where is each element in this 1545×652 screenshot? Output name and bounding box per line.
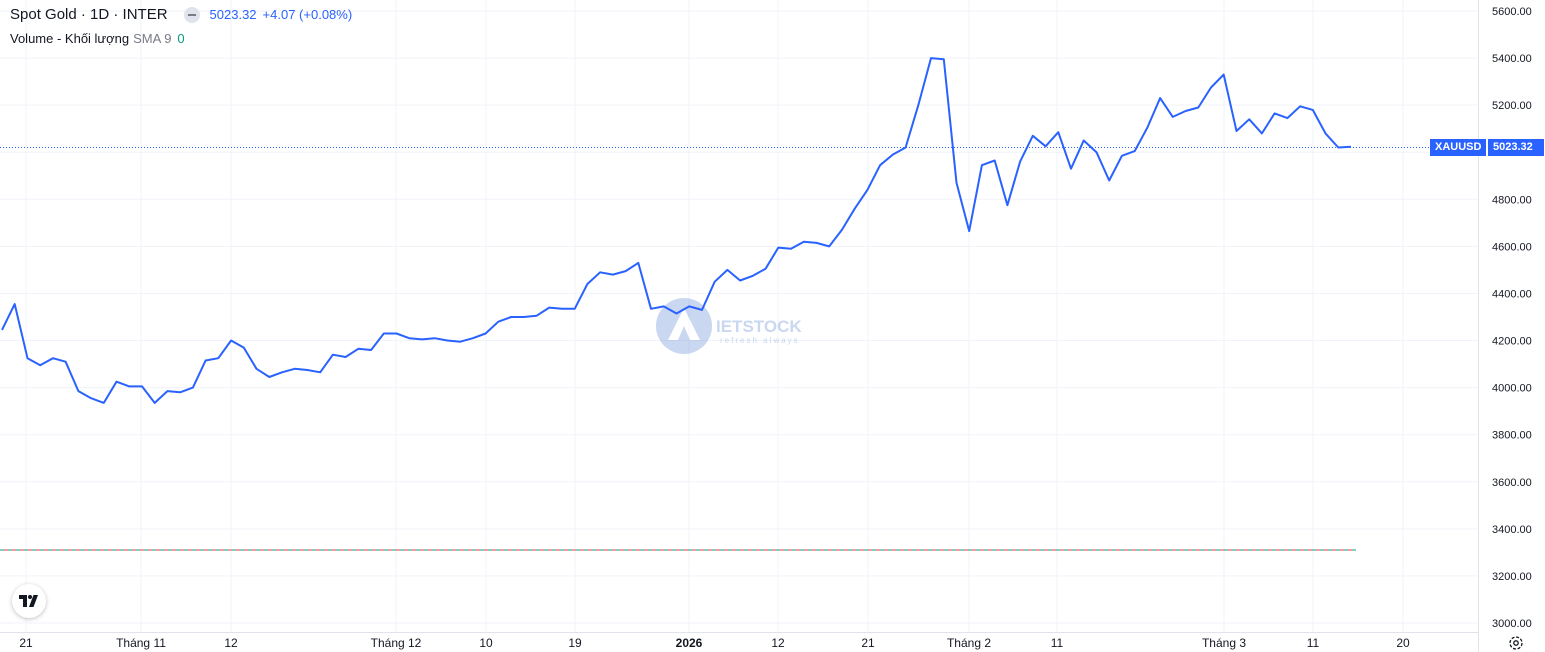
last-price: 5023.32 (209, 7, 257, 22)
y-tick-label: 5200.00 (1492, 100, 1532, 112)
y-tick-label: 3400.00 (1492, 524, 1532, 536)
y-tick-label: 3000.00 (1492, 618, 1532, 630)
price-change: +4.07 (+0.08%) (262, 7, 353, 22)
watermark-arrow-icon (668, 308, 700, 340)
y-tick-label: 3600.00 (1492, 477, 1532, 489)
volume-legend[interactable]: Volume - Khối lượng SMA 9 0 (10, 31, 185, 46)
watermark-tagline: refresh always (720, 336, 800, 345)
y-tick-label: 4200.00 (1492, 336, 1532, 348)
gear-icon[interactable] (1508, 635, 1524, 651)
tradingview-logo-icon[interactable] (12, 584, 46, 618)
y-tick-label: 3200.00 (1492, 571, 1532, 583)
price-tag-value: 5023.32 (1488, 139, 1544, 156)
x-tick-label: 12 (771, 636, 785, 650)
x-tick-label: 10 (479, 636, 493, 650)
y-tick-label: 4000.00 (1492, 383, 1532, 395)
x-tick-label: 19 (568, 636, 582, 650)
y-tick-label: 4600.00 (1492, 241, 1532, 253)
volume-name: Volume - Khối lượng (10, 31, 130, 46)
collapse-icon[interactable] (183, 6, 200, 23)
y-tick-label: 3800.00 (1492, 430, 1532, 442)
y-tick-label: 4800.00 (1492, 194, 1532, 206)
y-tick-label: 4400.00 (1492, 288, 1532, 300)
x-tick-label: Tháng 2 (947, 636, 991, 650)
watermark-logo-icon (656, 298, 712, 354)
x-tick-label: Tháng 3 (1202, 636, 1246, 650)
x-tick-label: 11 (1051, 636, 1064, 650)
price-series-line (1, 57, 1352, 404)
watermark-brand: IETSTOCK (716, 317, 802, 336)
x-tick-label: 20 (1396, 636, 1410, 650)
x-tick-label: 12 (224, 636, 238, 650)
volume-value: 0 (177, 31, 185, 46)
y-tick-label: 5600.00 (1492, 6, 1532, 18)
chart-header: Spot Gold · 1D · INTER 5023.32 +4.07 (+0… (10, 6, 352, 23)
volume-params: SMA 9 (133, 31, 172, 46)
y-tick-label: 5400.00 (1492, 53, 1532, 65)
x-tick-label: 21 (861, 636, 875, 650)
x-tick-label: Tháng 11 (116, 636, 166, 650)
symbol-price-tag: XAUUSD (1430, 139, 1487, 156)
x-tick-label: 21 (19, 636, 33, 650)
x-tick-label: Tháng 12 (371, 636, 422, 650)
x-tick-label: 2026 (676, 636, 703, 650)
symbol-title[interactable]: Spot Gold · 1D · INTER (10, 6, 168, 23)
x-tick-label: 11 (1307, 636, 1320, 650)
